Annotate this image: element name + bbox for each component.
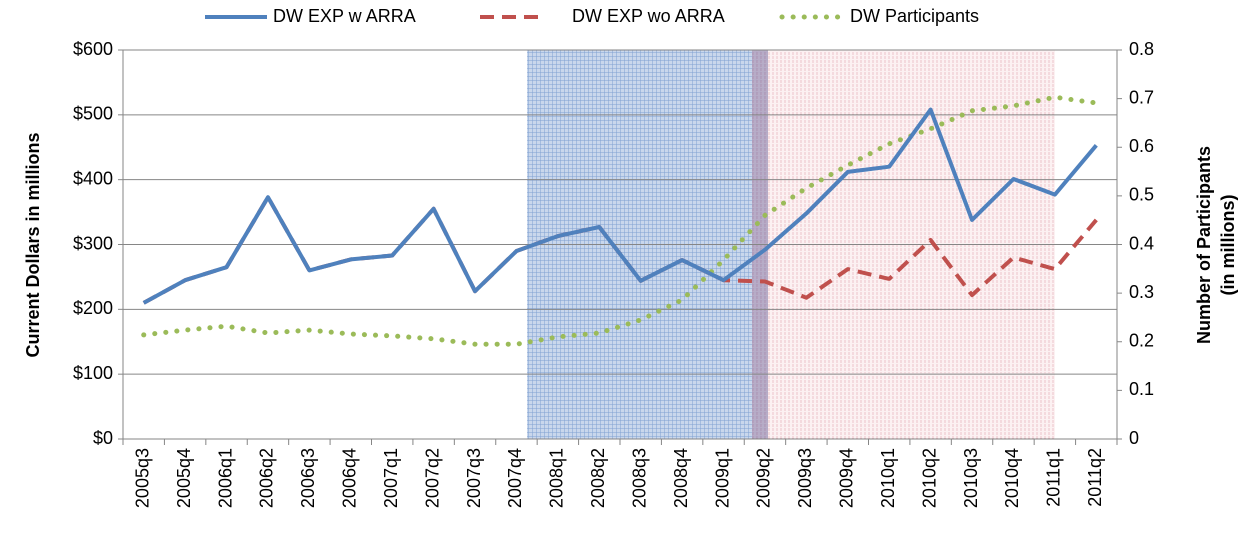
x-tick-label: 2006q2 [257,448,277,508]
x-tick-label: 2008q2 [588,448,608,508]
x-tick-label: 2007q2 [422,448,442,508]
x-tick-label: 2005q4 [174,448,194,508]
y-tick-label: $400 [73,168,113,188]
legend-label: DW EXP w ARRA [273,6,416,26]
x-tick-label: 2006q1 [215,448,235,508]
y-tick-label: $500 [73,104,113,124]
y2-tick-label: 0.6 [1129,136,1154,156]
y2-tick-label: 0.8 [1129,39,1154,59]
x-tick-label: 2006q4 [340,448,360,508]
x-tick-label: 2011q2 [1085,448,1105,507]
y-tick-label: $300 [73,233,113,253]
y2-tick-label: 0.4 [1129,233,1154,253]
x-tick-label: 2005q3 [132,448,152,508]
y-tick-label: $600 [73,39,113,59]
x-tick-label: 2009q2 [754,448,774,508]
x-tick-label: 2006q3 [298,448,318,508]
legend-label: DW Participants [850,6,979,26]
y2-tick-label: 0.5 [1129,185,1154,205]
x-tick-label: 2008q3 [629,448,649,508]
y-tick-label: $200 [73,298,113,318]
y2-tick-label: 0 [1129,428,1139,448]
x-tick-label: 2007q1 [381,448,401,508]
x-tick-label: 2008q4 [671,448,691,508]
x-tick-label: 2008q1 [547,448,567,508]
x-tick-label: 2010q2 [919,448,939,508]
y-tick-label: $0 [93,428,113,448]
x-tick-label: 2007q4 [505,448,525,508]
x-tick-label: 2011q1 [1044,448,1064,507]
series-line [142,107,1098,305]
x-tick-label: 2010q1 [878,448,898,508]
y2-tick-label: 0.1 [1129,379,1154,399]
x-tick-label: 2009q4 [837,448,857,508]
y2-tick-label: 0.2 [1129,331,1154,351]
x-tick-label: 2007q3 [464,448,484,508]
x-tick-label: 2010q3 [961,448,981,508]
y-tick-label: $100 [73,363,113,383]
y2-axis-title: (in millions) [1218,194,1238,295]
y2-tick-label: 0.7 [1129,87,1154,107]
x-tick-label: 2010q4 [1002,448,1022,508]
y-axis-title: Current Dollars in millions [23,132,43,357]
y2-tick-label: 0.3 [1129,282,1154,302]
x-tick-label: 2009q1 [712,448,732,508]
y2-axis-title: Number of Participants [1194,146,1214,344]
legend-label: DW EXP wo ARRA [572,6,725,26]
x-tick-label: 2009q3 [795,448,815,508]
